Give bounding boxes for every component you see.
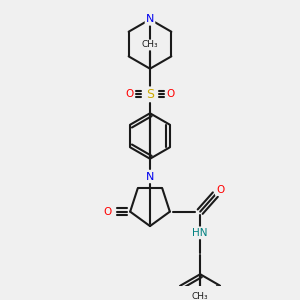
Text: N: N bbox=[146, 172, 154, 182]
Text: O: O bbox=[216, 185, 224, 195]
Text: O: O bbox=[167, 89, 175, 99]
Text: CH₃: CH₃ bbox=[192, 292, 208, 300]
Text: S: S bbox=[146, 88, 154, 101]
Text: O: O bbox=[103, 207, 112, 217]
Text: HN: HN bbox=[192, 227, 208, 238]
Text: CH₃: CH₃ bbox=[142, 40, 158, 50]
Text: O: O bbox=[125, 89, 133, 99]
Text: N: N bbox=[146, 14, 154, 24]
